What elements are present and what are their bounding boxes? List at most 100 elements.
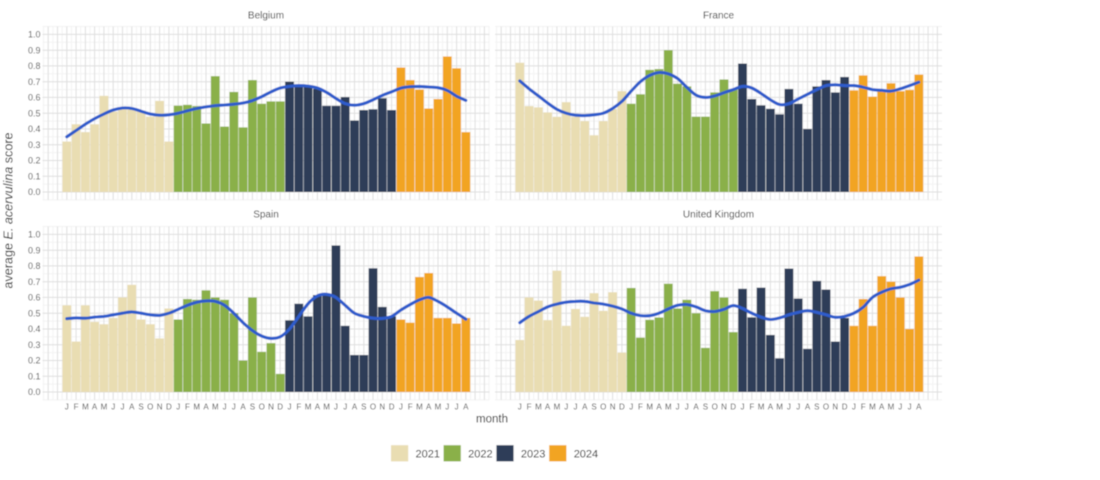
- svg-text:M: M: [554, 402, 561, 411]
- svg-text:J: J: [564, 402, 568, 411]
- svg-text:A: A: [768, 402, 774, 411]
- svg-text:0.5: 0.5: [28, 108, 41, 118]
- svg-text:J: J: [111, 402, 115, 411]
- svg-text:A: A: [426, 402, 432, 411]
- svg-text:0.2: 0.2: [28, 156, 41, 166]
- svg-text:0.4: 0.4: [28, 324, 41, 334]
- svg-text:M: M: [323, 402, 330, 411]
- svg-text:A: A: [315, 402, 321, 411]
- svg-text:2022: 2022: [468, 448, 492, 460]
- svg-text:A: A: [463, 402, 469, 411]
- svg-text:N: N: [721, 402, 727, 411]
- svg-text:0.9: 0.9: [28, 245, 41, 255]
- svg-text:F: F: [408, 402, 413, 411]
- svg-text:O: O: [712, 402, 718, 411]
- svg-text:S: S: [703, 402, 708, 411]
- svg-text:M: M: [212, 402, 219, 411]
- svg-text:O: O: [370, 402, 376, 411]
- svg-text:S: S: [250, 402, 255, 411]
- svg-text:M: M: [305, 402, 312, 411]
- svg-text:A: A: [129, 402, 135, 411]
- svg-text:F: F: [74, 402, 79, 411]
- svg-text:D: D: [166, 402, 172, 411]
- svg-text:Spain: Spain: [253, 209, 279, 220]
- svg-text:J: J: [455, 402, 459, 411]
- svg-text:2021: 2021: [416, 448, 440, 460]
- svg-text:F: F: [638, 402, 643, 411]
- svg-text:A: A: [545, 402, 551, 411]
- svg-text:M: M: [869, 402, 876, 411]
- svg-text:J: J: [399, 402, 403, 411]
- svg-text:M: M: [416, 402, 423, 411]
- svg-text:O: O: [259, 402, 265, 411]
- svg-text:A: A: [693, 402, 699, 411]
- svg-text:N: N: [379, 402, 385, 411]
- svg-text:J: J: [852, 402, 856, 411]
- svg-text:A: A: [916, 402, 922, 411]
- svg-text:J: J: [334, 402, 338, 411]
- svg-text:O: O: [600, 402, 606, 411]
- svg-text:J: J: [121, 402, 125, 411]
- svg-text:F: F: [749, 402, 754, 411]
- svg-text:J: J: [898, 402, 902, 411]
- svg-text:A: A: [203, 402, 209, 411]
- svg-text:M: M: [888, 402, 895, 411]
- svg-text:A: A: [92, 402, 98, 411]
- svg-text:M: M: [193, 402, 200, 411]
- svg-text:A: A: [240, 402, 246, 411]
- svg-text:D: D: [389, 402, 395, 411]
- svg-text:Belgium: Belgium: [248, 11, 284, 22]
- svg-text:M: M: [82, 402, 89, 411]
- svg-text:N: N: [157, 402, 163, 411]
- svg-text:M: M: [776, 402, 783, 411]
- svg-text:F: F: [185, 402, 190, 411]
- svg-text:M: M: [101, 402, 108, 411]
- svg-text:2023: 2023: [521, 448, 545, 460]
- svg-text:M: M: [758, 402, 765, 411]
- svg-text:M: M: [665, 402, 672, 411]
- svg-text:0.0: 0.0: [28, 187, 41, 197]
- svg-text:France: France: [703, 11, 735, 22]
- svg-text:1.0: 1.0: [28, 230, 41, 240]
- svg-text:O: O: [147, 402, 153, 411]
- svg-text:N: N: [610, 402, 616, 411]
- svg-text:J: J: [65, 402, 69, 411]
- svg-text:0.5: 0.5: [28, 308, 41, 318]
- svg-text:A: A: [656, 402, 662, 411]
- svg-text:D: D: [842, 402, 848, 411]
- svg-text:0.7: 0.7: [28, 77, 41, 87]
- svg-text:0.1: 0.1: [28, 171, 41, 181]
- svg-text:M: M: [535, 402, 542, 411]
- svg-text:A: A: [879, 402, 885, 411]
- svg-text:0.8: 0.8: [28, 61, 41, 71]
- svg-text:J: J: [741, 402, 745, 411]
- svg-text:2024: 2024: [574, 448, 598, 460]
- svg-text:A: A: [352, 402, 358, 411]
- svg-text:S: S: [814, 402, 819, 411]
- svg-text:D: D: [277, 402, 283, 411]
- svg-text:J: J: [288, 402, 292, 411]
- svg-text:0.4: 0.4: [28, 124, 41, 134]
- svg-text:M: M: [646, 402, 653, 411]
- svg-text:United Kingdom: United Kingdom: [683, 209, 754, 220]
- svg-text:J: J: [223, 402, 227, 411]
- svg-text:S: S: [361, 402, 366, 411]
- svg-text:F: F: [527, 402, 532, 411]
- svg-text:S: S: [138, 402, 143, 411]
- svg-text:J: J: [574, 402, 578, 411]
- svg-text:D: D: [730, 402, 736, 411]
- svg-text:S: S: [591, 402, 596, 411]
- svg-text:N: N: [268, 402, 274, 411]
- svg-text:month: month: [476, 414, 508, 426]
- svg-text:F: F: [296, 402, 301, 411]
- svg-text:J: J: [445, 402, 449, 411]
- svg-text:J: J: [176, 402, 180, 411]
- svg-text:J: J: [343, 402, 347, 411]
- svg-text:J: J: [629, 402, 633, 411]
- svg-text:0.6: 0.6: [28, 293, 41, 303]
- svg-text:0.8: 0.8: [28, 261, 41, 271]
- svg-text:0.0: 0.0: [28, 387, 41, 397]
- svg-text:O: O: [823, 402, 829, 411]
- svg-text:D: D: [619, 402, 625, 411]
- svg-text:0.3: 0.3: [28, 140, 41, 150]
